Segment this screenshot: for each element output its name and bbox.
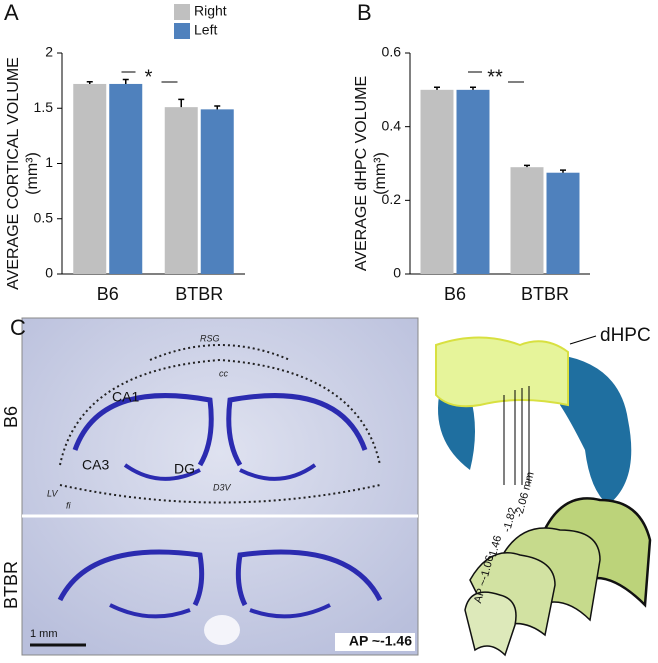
coronal-sections — [464, 497, 652, 657]
legend-swatch — [174, 23, 190, 39]
legend-swatch — [174, 4, 190, 20]
y-tick-label: 0 — [393, 265, 401, 281]
dhpc-model — [435, 335, 632, 505]
y-axis-unit: (mm³) — [24, 152, 41, 195]
error-bar — [470, 86, 476, 90]
legend-label: Left — [194, 22, 217, 38]
region-label: RSG — [200, 333, 220, 343]
bar — [420, 89, 454, 274]
y-axis-label: AVERAGE dHPC VOLUME — [353, 76, 370, 271]
scale-bar-label: 1 mm — [30, 628, 58, 640]
x-tick-label: B6 — [97, 284, 119, 304]
section-image — [21, 317, 419, 656]
significance: ** — [487, 66, 503, 88]
bar — [546, 172, 580, 274]
y-tick-label: 0.6 — [382, 44, 402, 60]
error-bar — [560, 169, 566, 173]
histology — [21, 317, 419, 656]
error-bar — [86, 80, 93, 84]
region-label: CA1 — [112, 389, 139, 405]
y-tick-label: 1 — [45, 154, 53, 170]
ap-label: AP ~-1.46 — [349, 633, 412, 649]
bar — [510, 167, 544, 274]
panel-label: B — [357, 0, 372, 25]
row-label: B6 — [1, 406, 21, 428]
legend-label: Right — [194, 3, 227, 19]
panel-label: A — [4, 0, 19, 25]
bar — [200, 109, 234, 274]
model-label: dHPC — [600, 325, 651, 346]
x-tick-label: BTBR — [521, 284, 569, 304]
y-tick-label: 0.2 — [382, 191, 402, 207]
region-label: LV — [47, 488, 59, 498]
region-label: DG — [174, 461, 195, 477]
y-tick-label: 0 — [45, 265, 53, 281]
error-bar — [178, 98, 185, 108]
section-label: -2.06 mm — [513, 471, 537, 519]
y-tick-label: 1.5 — [34, 99, 54, 115]
y-tick-label: 0.4 — [382, 117, 402, 133]
significance: * — [145, 66, 153, 88]
panel-label: C — [10, 315, 26, 340]
y-tick-label: 0.5 — [34, 209, 54, 225]
region-label: D3V — [213, 482, 232, 492]
row-label: BTBR — [1, 561, 21, 609]
error-bar — [524, 164, 530, 168]
error-bar — [214, 105, 221, 110]
bar — [456, 89, 490, 274]
region-label: CA3 — [82, 457, 109, 473]
bar — [109, 83, 143, 274]
region-label: cc — [219, 368, 229, 378]
x-tick-label: B6 — [444, 284, 466, 304]
bar — [73, 83, 107, 274]
bar — [164, 107, 198, 275]
y-axis-label: AVERAGE CORTICAL VOLUME — [5, 57, 22, 290]
region-label: fi — [66, 500, 72, 510]
error-bar — [434, 86, 440, 90]
error-bar — [122, 78, 129, 84]
y-axis-unit: (mm³) — [372, 152, 389, 195]
x-tick-label: BTBR — [175, 284, 223, 304]
y-tick-label: 2 — [45, 44, 53, 60]
